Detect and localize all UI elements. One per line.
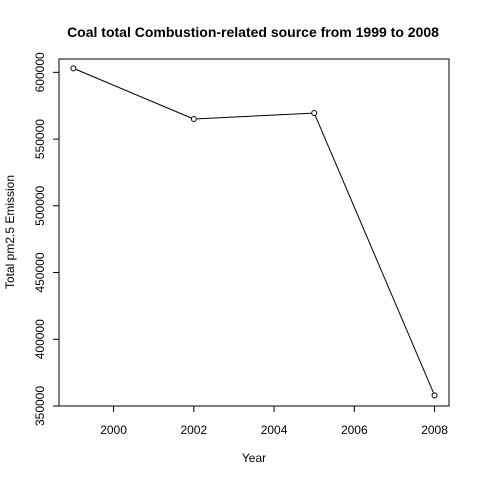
data-point — [70, 65, 77, 72]
chart-title: Coal total Combustion-related source fro… — [67, 24, 439, 40]
x-tick-label: 2008 — [421, 423, 448, 437]
series-segment — [76, 69, 192, 119]
y-axis: 350000 400000 450000 500000 550000 600000 — [33, 52, 59, 426]
y-tick-label: 400000 — [33, 319, 47, 359]
y-tick-label: 450000 — [33, 252, 47, 292]
x-tick-label: 2002 — [180, 423, 207, 437]
x-axis: 2000 2002 2004 2006 2008 — [100, 406, 448, 437]
x-tick-label: 2004 — [261, 423, 288, 437]
data-point — [190, 116, 197, 123]
data-point — [431, 392, 438, 399]
plot-frame — [58, 58, 450, 407]
data-point — [311, 110, 318, 117]
x-axis-label: Year — [242, 451, 266, 465]
x-tick-label: 2000 — [100, 423, 127, 437]
y-tick-label: 600000 — [33, 52, 47, 92]
y-tick-label: 550000 — [33, 119, 47, 159]
series-segment — [314, 115, 434, 393]
y-tick-label: 350000 — [33, 386, 47, 426]
y-axis-label: Total pm2.5 Emission — [3, 175, 17, 289]
series-line — [70, 65, 438, 399]
series-segment — [196, 112, 312, 120]
y-tick-label: 500000 — [33, 185, 47, 225]
x-tick-label: 2006 — [341, 423, 368, 437]
